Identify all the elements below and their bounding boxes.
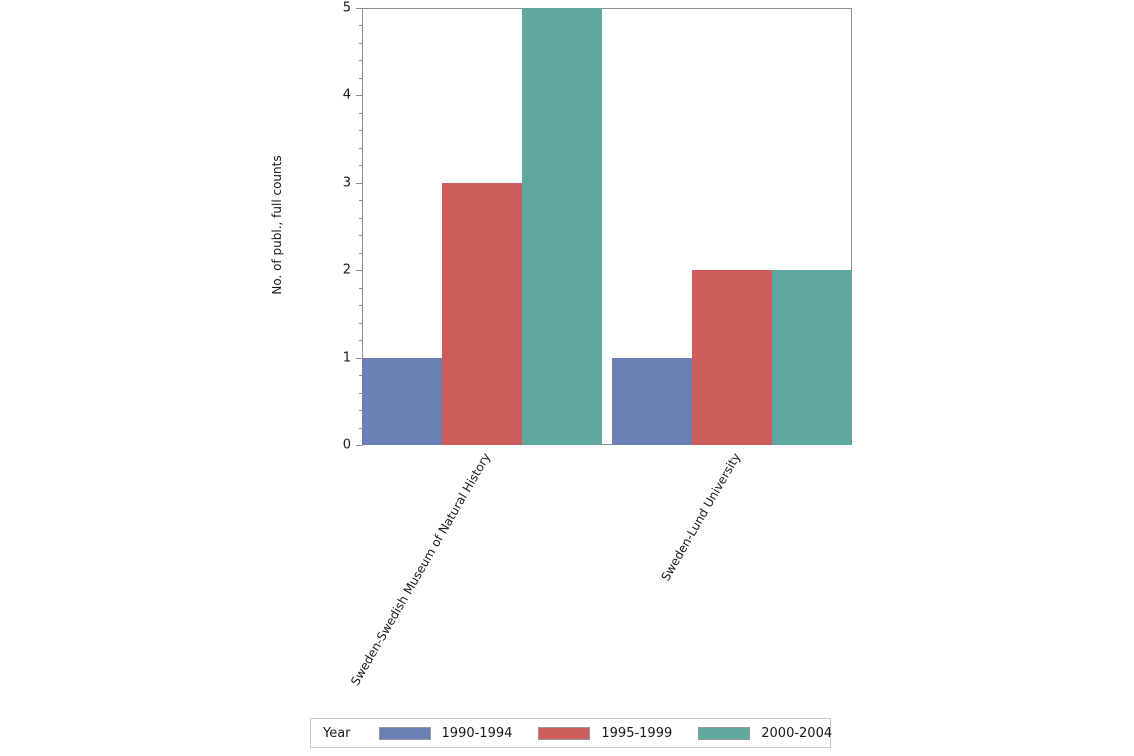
y-tick-minor	[359, 200, 363, 202]
x-axis-label: Sweden-Swedish Museum of Natural History	[348, 450, 494, 688]
y-tick-label: 0	[342, 437, 351, 453]
y-tick-minor	[359, 25, 363, 27]
bar	[442, 182, 523, 445]
y-tick-minor	[359, 60, 363, 62]
legend-entries: 1990-1994 1995-1999 2000-2004	[378, 725, 859, 741]
legend-title: Year	[323, 725, 351, 741]
y-tick-minor	[359, 42, 363, 44]
x-axis-label: Sweden-Lund University	[658, 450, 744, 584]
y-tick-major	[356, 270, 363, 272]
legend-label: 1990-1994	[441, 725, 513, 741]
legend-label: 1995-1999	[601, 725, 673, 741]
bar	[522, 8, 603, 445]
y-tick-minor	[359, 427, 363, 429]
y-tick-minor	[359, 252, 363, 254]
y-tick-major	[356, 95, 363, 97]
y-tick-minor	[359, 112, 363, 114]
chart-legend: Year 1990-1994 1995-1999 2000-2004	[310, 718, 832, 748]
y-tick-minor	[359, 147, 363, 149]
y-tick-minor	[359, 77, 363, 79]
y-tick-major	[356, 445, 363, 446]
y-tick-minor	[359, 235, 363, 237]
y-tick-major	[356, 182, 363, 184]
y-tick-label: 2	[342, 262, 351, 278]
legend-swatch	[698, 726, 751, 740]
y-tick-minor	[359, 130, 363, 132]
bar	[771, 270, 852, 445]
y-tick-minor	[359, 217, 363, 219]
legend-entry[interactable]: 1990-1994	[378, 725, 513, 741]
y-tick-minor	[359, 410, 363, 412]
legend-swatch	[538, 726, 591, 740]
legend-entry[interactable]: 2000-2004	[698, 726, 832, 741]
y-tick-minor	[359, 287, 363, 289]
bar	[611, 357, 692, 445]
bar	[691, 270, 772, 445]
legend-entry[interactable]: 1995-1999	[538, 726, 672, 741]
y-axis: 0 1 2 3 4 5	[343, 2, 363, 452]
y-tick-minor	[359, 305, 363, 307]
y-tick-major	[356, 8, 363, 9]
y-tick-label: 3	[342, 175, 351, 191]
legend-swatch	[378, 726, 431, 740]
y-tick-minor	[359, 375, 363, 377]
y-tick-label: 1	[342, 350, 351, 366]
y-tick-minor	[359, 322, 363, 324]
legend-label: 2000-2004	[761, 725, 833, 741]
y-tick-minor	[359, 165, 363, 167]
y-axis-title: No. of publ., full counts	[270, 155, 284, 295]
y-tick-label: 5	[342, 0, 351, 16]
y-tick-minor	[359, 340, 363, 342]
y-tick-major	[356, 357, 363, 359]
y-tick-label: 4	[342, 87, 351, 103]
y-tick-minor	[359, 392, 363, 394]
bar	[362, 357, 443, 445]
